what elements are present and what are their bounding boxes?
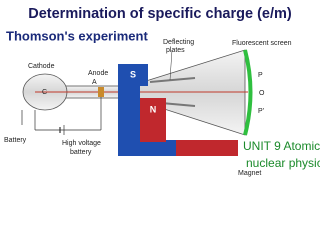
thumbnail: Determination of specific charge (e/m) T… [4, 5, 320, 177]
cathode-label: Cathode [28, 63, 55, 70]
battery-label: Battery [4, 137, 27, 144]
pole-label: S [130, 69, 136, 79]
point-label: P' [258, 108, 264, 115]
subtitle: Thomson's experiment [6, 28, 148, 43]
magnet [118, 64, 238, 156]
screen-label: Fluorescent screen [232, 40, 292, 47]
apparatus [21, 49, 253, 136]
point-label: P [258, 72, 263, 79]
pole-label: N [150, 104, 157, 114]
title: Determination of specific charge (e/m) [28, 6, 292, 22]
point-label: O [259, 90, 265, 97]
cathode-mark: C [42, 89, 47, 96]
hv-label: High voltage [62, 140, 101, 147]
hv-label: battery [70, 149, 92, 156]
unit-text: UNIT 9 Atomic & [243, 139, 320, 153]
deflecting-label: plates [166, 47, 185, 54]
unit-text: nuclear physics [246, 156, 320, 170]
anode-mark: A [92, 79, 97, 86]
deflecting-label: Deflecting [163, 39, 194, 46]
anode-label: Anode [88, 70, 108, 77]
magnet-label: Magnet [238, 170, 261, 177]
